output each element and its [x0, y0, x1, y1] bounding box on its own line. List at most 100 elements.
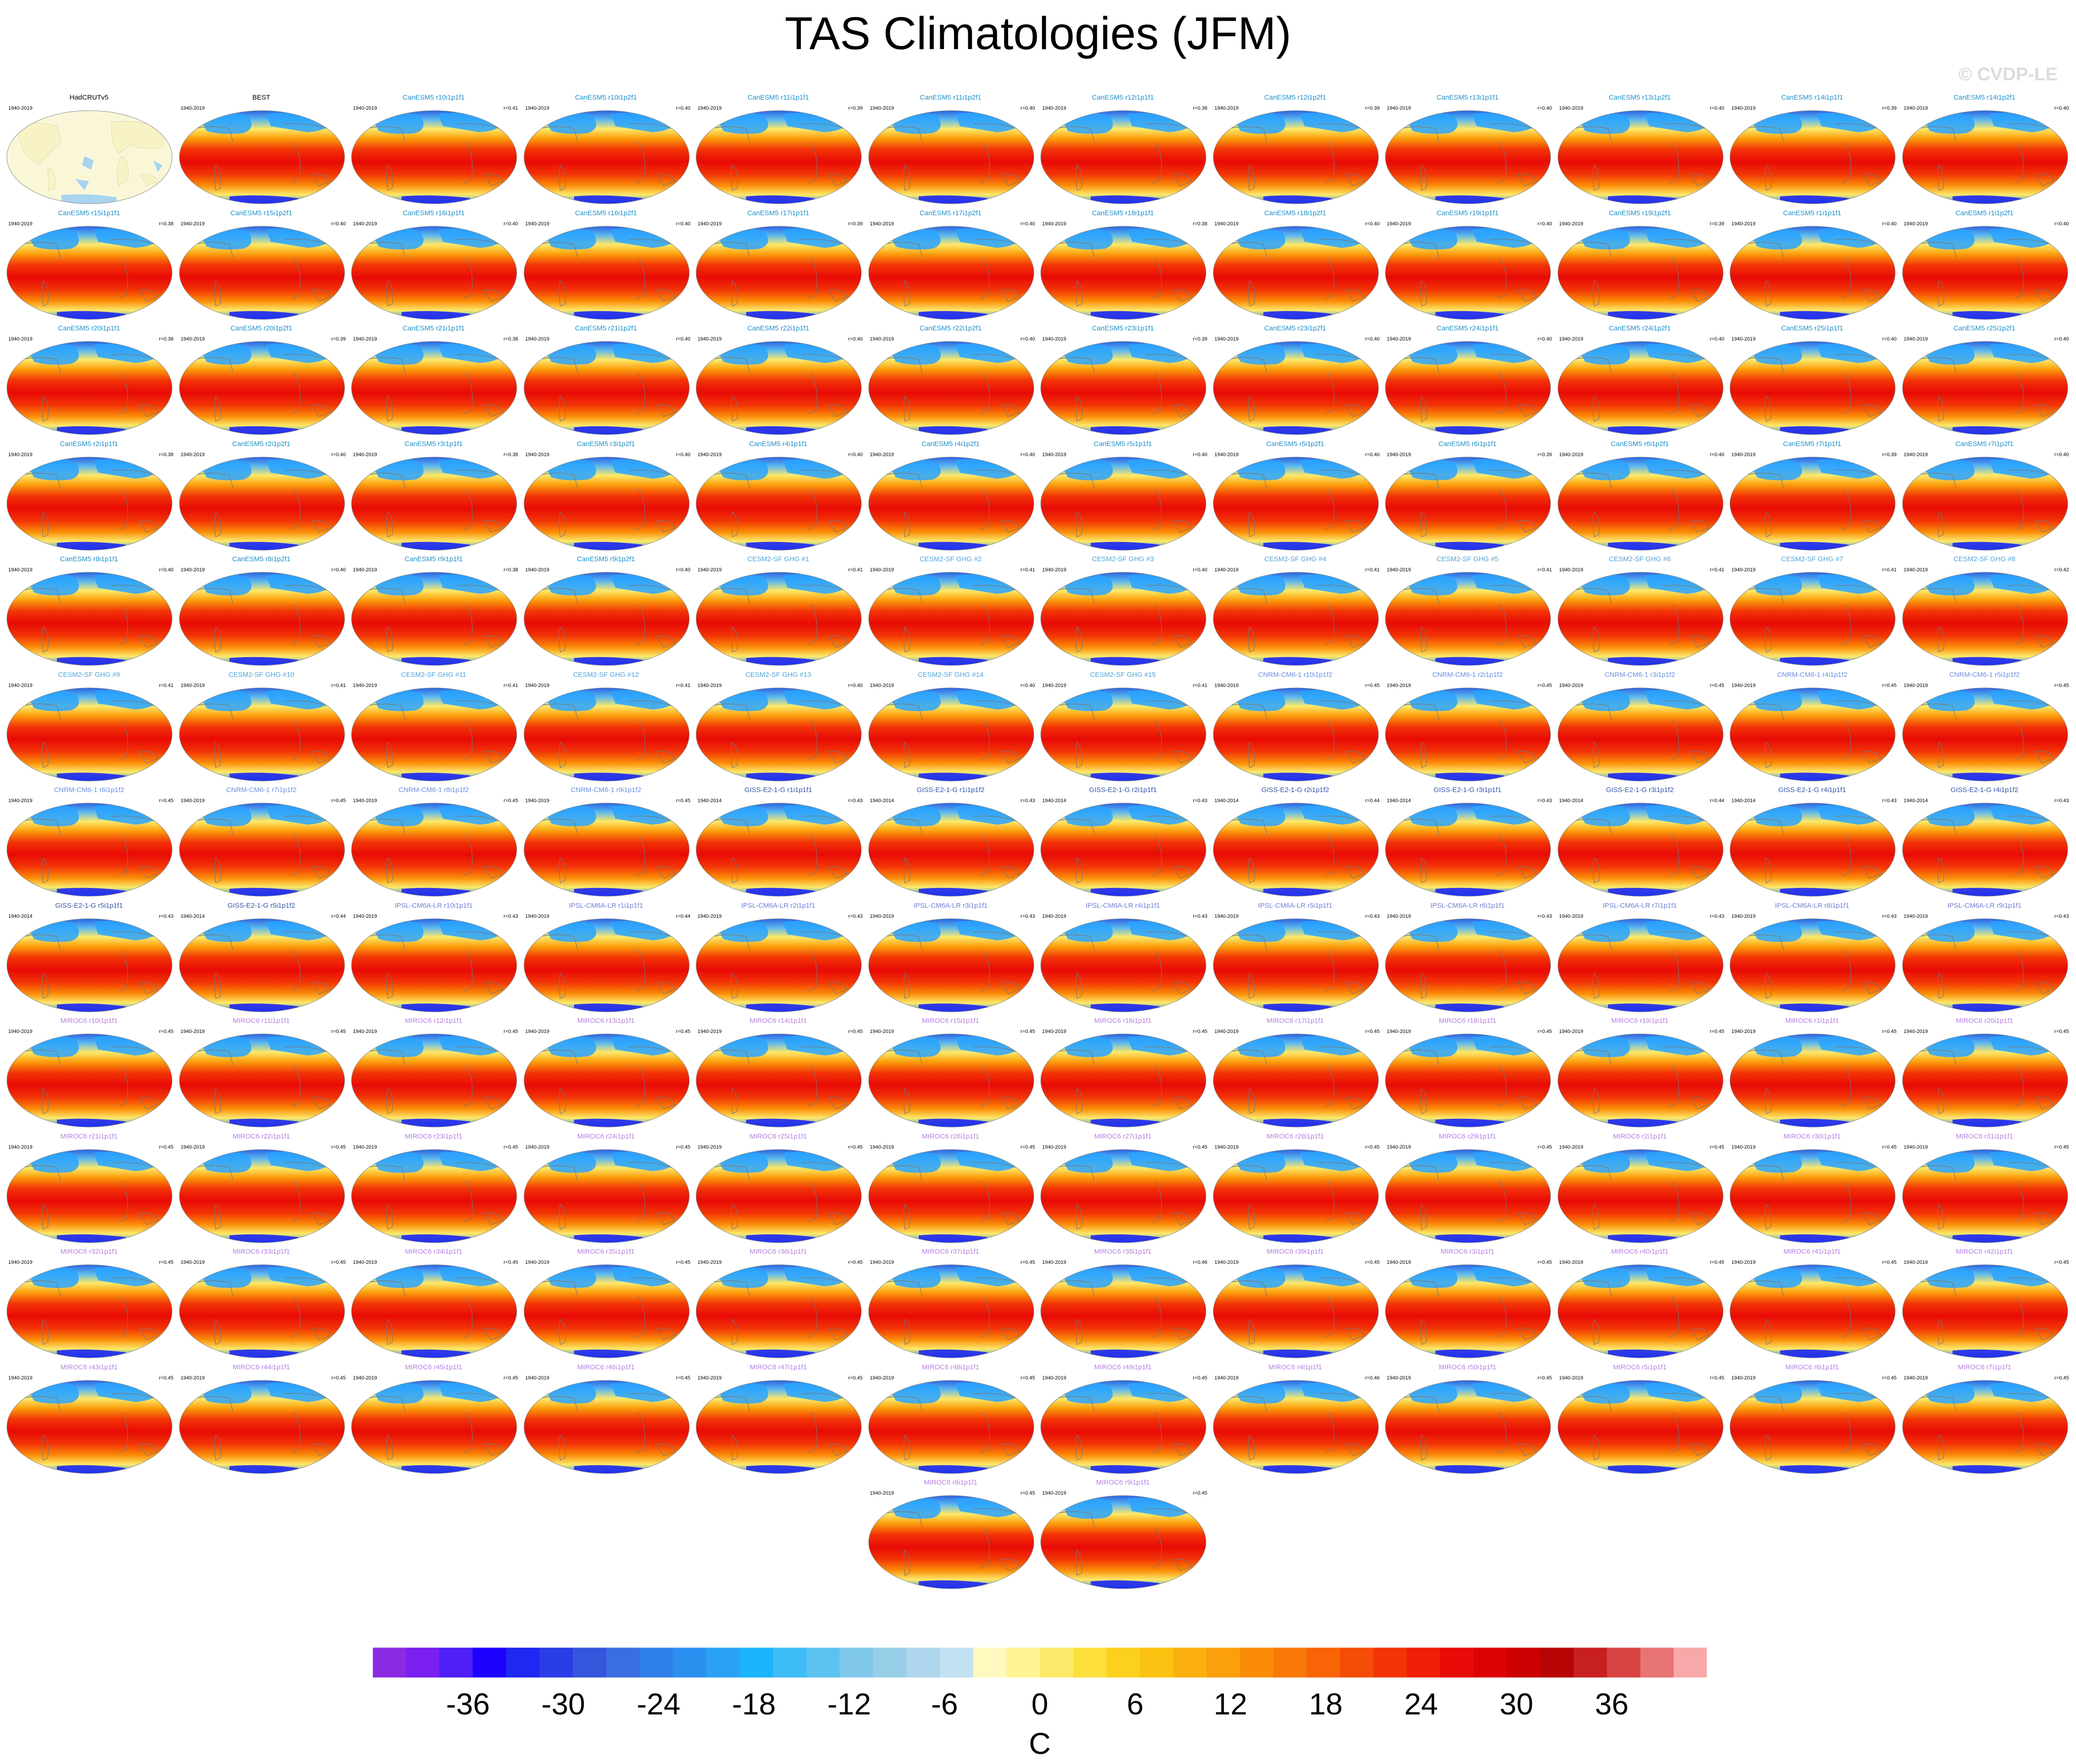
- panel-years: 1940-2019: [1559, 221, 1584, 227]
- colorbar-segment: [839, 1647, 873, 1678]
- panel-title: IPSL-CM6A-LR r3i1p1f1: [913, 901, 988, 910]
- panel-years: 1940-2019: [870, 336, 894, 342]
- model-map: [1902, 341, 2068, 435]
- panel-pattern-correlation: r=0.45: [676, 798, 691, 804]
- map-panel: CanESM5 r3i1p1f1 1940-2019 r=0.38: [347, 438, 520, 553]
- panel-pattern-correlation: r=0.41: [1365, 567, 1380, 573]
- map-panel: MIROC6 r38i1p1f1 1940-2019 r=0.46: [1037, 1246, 1209, 1361]
- panel-pattern-correlation: r=0.40: [1021, 221, 1035, 227]
- map-panel: IPSL-CM6A-LR r3i1p1f1 1940-2019 r=0.43: [865, 900, 1037, 1015]
- panel-pattern-correlation: r=0.45: [1537, 1260, 1552, 1265]
- panel-title: CanESM5 r1i1p1f1: [1783, 209, 1842, 217]
- panel-years: 1940-2019: [1387, 567, 1411, 573]
- panel-title: CNRM-CM6-1 r5i1p1f2: [1949, 670, 2020, 679]
- map-panel: CanESM5 r23i1p2f1 1940-2019 r=0.40: [1209, 323, 1382, 437]
- panel-years: 1940-2019: [525, 1144, 550, 1150]
- model-map: [351, 110, 517, 204]
- panel-title: CESM2-SF GHG #4: [1264, 555, 1327, 563]
- model-map: [1040, 226, 1206, 319]
- panel-years: 1940-2019: [1042, 221, 1066, 227]
- map-panel: MIROC6 r24i1p1f1 1940-2019 r=0.45: [520, 1131, 692, 1245]
- panel-years: 1940-2019: [1559, 336, 1584, 342]
- panel-title: GISS-E2-1-G r3i1p1f2: [1606, 786, 1674, 794]
- colorbar-segment: [906, 1647, 940, 1678]
- map-panel: MIROC6 r2i1p1f1 1940-2019 r=0.45: [1554, 1131, 1726, 1245]
- model-map: [179, 687, 345, 781]
- panel-years: 1940-2014: [698, 798, 722, 804]
- panel-years: 1940-2014: [1387, 798, 1411, 804]
- panel-title: MIROC6 r33i1p1f1: [232, 1248, 290, 1256]
- map-panel: CESM2-SF GHG #1 1940-2019 r=0.41: [692, 553, 865, 668]
- colorbar-segment: [406, 1647, 440, 1678]
- panel-title: MIROC6 r22i1p1f1: [232, 1132, 290, 1140]
- model-map: [6, 1033, 173, 1128]
- panel-years: 1940-2014: [180, 913, 205, 919]
- panel-title: CanESM5 r17i1p1f1: [747, 209, 809, 217]
- map-panel: MIROC6 r10i1p1f1 1940-2019 r=0.45: [3, 1015, 175, 1130]
- panel-title: IPSL-CM6A-LR r9i1p1f1: [1947, 901, 2022, 910]
- model-map: [1730, 572, 1896, 666]
- watermark: © CVDP-LE: [1958, 64, 2058, 84]
- model-map: [351, 918, 517, 1012]
- model-map: [1385, 1033, 1551, 1128]
- model-map: [179, 1264, 345, 1358]
- panel-pattern-correlation: r=0.40: [1193, 567, 1208, 573]
- panel-years: 1940-2019: [8, 221, 33, 227]
- colorbar-segment: [1340, 1647, 1374, 1678]
- panel-years: 1940-2019: [1731, 1375, 1756, 1381]
- panel-years: 1940-2019: [1214, 1260, 1239, 1265]
- model-map: [179, 457, 345, 550]
- map-panel: MIROC6 r26i1p1f1 1940-2019 r=0.45: [865, 1131, 1037, 1245]
- panel-title: CanESM5 r22i1p2f1: [919, 324, 982, 332]
- panel-pattern-correlation: r=0.40: [1537, 336, 1552, 342]
- panel-title: GISS-E2-1-G r5i1p1f1: [55, 901, 123, 910]
- panel-pattern-correlation: r=0.45: [1021, 1029, 1035, 1034]
- panel-years: 1940-2019: [525, 106, 550, 111]
- panel-years: 1940-2019: [1214, 682, 1239, 688]
- panel-title: CanESM5 r24i1p1f1: [1436, 324, 1499, 332]
- model-map: [524, 341, 689, 435]
- model-map: [1213, 226, 1378, 319]
- panel-years: 1940-2019: [1387, 1144, 1411, 1150]
- panel-years: 1940-2019: [8, 452, 33, 458]
- model-map: [1557, 803, 1723, 897]
- map-panel: CanESM5 r23i1p1f1 1940-2019 r=0.39: [1037, 323, 1209, 437]
- panel-years: 1940-2019: [1903, 913, 1928, 919]
- panel-years: 1940-2019: [1731, 221, 1756, 227]
- panel-title: MIROC6 r37i1p1f1: [921, 1248, 980, 1256]
- map-panel: GISS-E2-1-G r5i1p1f2 1940-2014 r=0.44: [175, 900, 348, 1015]
- panel-title: CanESM5 r1i1p2f1: [1955, 209, 2014, 217]
- panel-years: 1940-2019: [1731, 1029, 1756, 1034]
- panel-pattern-correlation: r=0.39: [1882, 452, 1897, 458]
- panel-years: 1940-2019: [1214, 106, 1239, 111]
- map-panel: MIROC6 r39i1p1f1 1940-2019 r=0.45: [1209, 1246, 1382, 1361]
- map-panel: CanESM5 r8i1p1f1 1940-2019 r=0.40: [3, 553, 175, 668]
- map-panel: MIROC6 r29i1p1f1 1940-2019 r=0.45: [1381, 1131, 1554, 1245]
- panel-title: CanESM5 r18i1p1f1: [1092, 209, 1154, 217]
- panel-years: 1940-2019: [1214, 336, 1239, 342]
- panel-title: GISS-E2-1-G r4i1p1f2: [1950, 786, 2019, 794]
- colorbar-segment: [573, 1647, 607, 1678]
- model-map: [524, 572, 689, 666]
- panel-pattern-correlation: r=0.43: [1882, 913, 1897, 919]
- panel-pattern-correlation: r=0.41: [1021, 567, 1035, 573]
- panel-years: 1940-2019: [525, 336, 550, 342]
- panel-title: CESM2-SF GHG #12: [573, 670, 639, 679]
- model-map: [1730, 110, 1896, 204]
- map-panel: MIROC6 r41i1p1f1 1940-2019 r=0.45: [1726, 1246, 1898, 1361]
- panel-title: MIROC6 r2i1p1f1: [1613, 1132, 1667, 1140]
- colorbar-segment: [1206, 1647, 1240, 1678]
- colorbar-unit-label: C: [1029, 1726, 1051, 1760]
- panel-years: 1940-2019: [180, 567, 205, 573]
- panel-title: CNRM-CM6-1 r7i1p1f2: [226, 786, 297, 794]
- panel-years: 1940-2014: [870, 798, 894, 804]
- colorbar-tick-label: 18: [1309, 1687, 1342, 1721]
- map-panel: MIROC6 r5i1p1f1 1940-2019 r=0.45: [1554, 1362, 1726, 1476]
- map-panel: CanESM5 r22i1p1f1 1940-2019 r=0.40: [692, 323, 865, 437]
- panel-pattern-correlation: r=0.39: [1365, 106, 1380, 111]
- panel-pattern-correlation: r=0.44: [1710, 798, 1724, 804]
- panel-pattern-correlation: r=0.45: [676, 1260, 691, 1265]
- map-panel: CanESM5 r6i1p2f1 1940-2019 r=0.40: [1554, 438, 1726, 553]
- map-panel: MIROC6 r47i1p1f1 1940-2019 r=0.45: [692, 1362, 865, 1476]
- panel-title: MIROC6 r36i1p1f1: [749, 1248, 807, 1256]
